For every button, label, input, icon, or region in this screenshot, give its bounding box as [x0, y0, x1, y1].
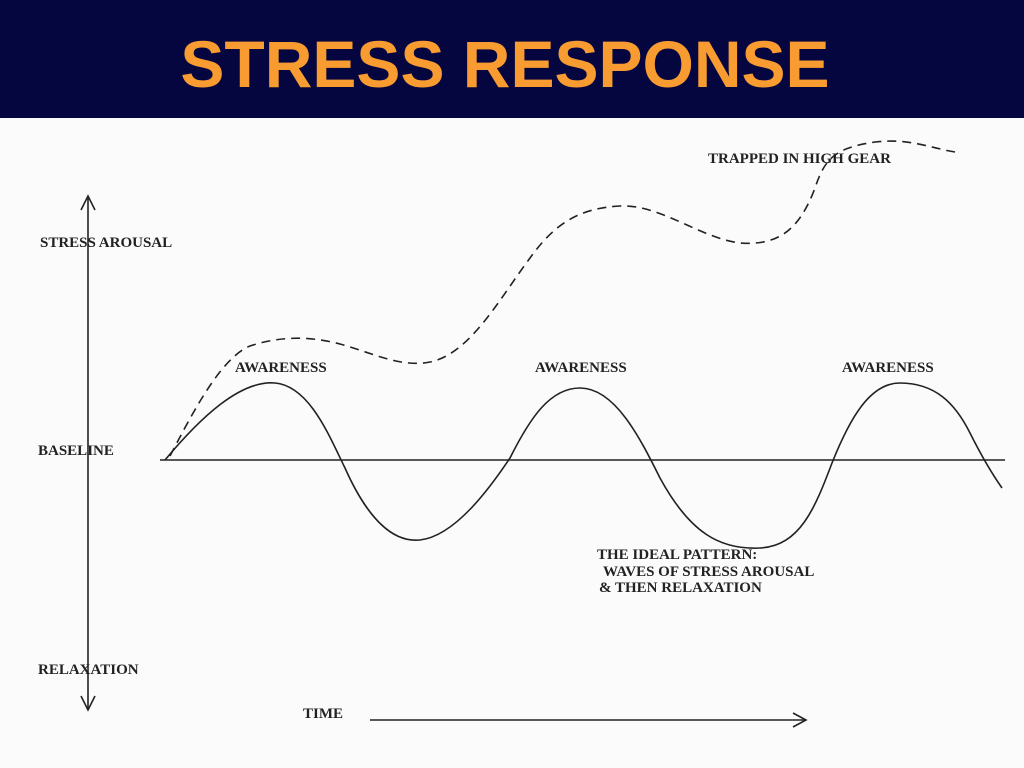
ideal-pattern-line: WAVES OF STRESS AROUSAL: [603, 564, 814, 580]
label-baseline: BASELINE: [38, 443, 114, 459]
background: [0, 118, 1024, 768]
time-arrowhead: [792, 712, 808, 728]
ideal-wave: [164, 382, 1003, 549]
ideal-pattern-line: & THEN RELAXATION: [599, 580, 762, 596]
label-awareness: AWARENESS: [535, 360, 627, 376]
label-stress-arousal: STRESS AROUSAL: [40, 235, 172, 251]
label-awareness: AWARENESS: [842, 360, 934, 376]
label-awareness: AWARENESS: [235, 360, 327, 376]
axis-arrows: [80, 194, 96, 712]
slide-title: STRESS RESPONSE: [180, 27, 830, 101]
label-trapped: TRAPPED IN HIGH GEAR: [708, 151, 891, 167]
trapped-curve: [169, 140, 956, 457]
label-relaxation: RELAXATION: [38, 662, 139, 678]
ideal-pattern-line: THE IDEAL PATTERN:: [597, 547, 757, 563]
label-time: TIME: [303, 706, 343, 722]
header: STRESS RESPONSE: [0, 0, 1024, 118]
diagram: STRESS AROUSAL BASELINE RELAXATION TIME …: [0, 118, 1024, 768]
